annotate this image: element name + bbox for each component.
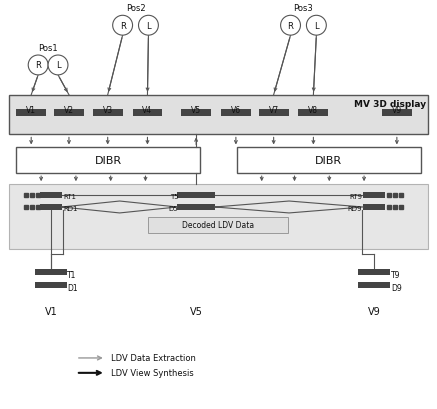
Text: RT9: RT9 <box>349 193 362 200</box>
Bar <box>382 109 412 116</box>
Text: L: L <box>55 61 60 70</box>
Text: RD1: RD1 <box>63 205 77 211</box>
Text: DIBR: DIBR <box>315 156 342 166</box>
Bar <box>237 148 421 174</box>
Text: RT1: RT1 <box>63 193 76 200</box>
Bar <box>358 283 390 289</box>
Bar <box>54 109 84 116</box>
Text: Decoded LDV Data: Decoded LDV Data <box>182 221 254 230</box>
Text: T5: T5 <box>170 193 178 200</box>
Text: V1: V1 <box>26 106 36 115</box>
Circle shape <box>113 16 132 36</box>
Text: T1: T1 <box>67 270 76 279</box>
Text: L: L <box>314 22 319 31</box>
Bar <box>363 204 385 211</box>
Text: L: L <box>146 22 151 31</box>
Bar <box>35 283 67 289</box>
Text: V5: V5 <box>190 307 203 317</box>
Text: V6: V6 <box>231 106 241 115</box>
Circle shape <box>306 16 326 36</box>
Bar <box>9 96 428 135</box>
Text: D5: D5 <box>169 205 178 211</box>
Bar <box>40 204 62 211</box>
Text: V2: V2 <box>64 106 74 115</box>
Bar <box>221 109 251 116</box>
Text: V5: V5 <box>191 106 201 115</box>
Circle shape <box>139 16 158 36</box>
Bar <box>358 269 390 275</box>
Circle shape <box>48 56 68 76</box>
Bar <box>40 193 62 198</box>
Text: D9: D9 <box>391 284 402 293</box>
Bar <box>9 185 428 249</box>
Bar <box>177 193 215 198</box>
Text: R: R <box>35 61 41 70</box>
Text: Pos2: Pos2 <box>126 4 146 13</box>
Text: V9: V9 <box>368 307 380 317</box>
Text: D1: D1 <box>67 284 78 293</box>
Bar <box>16 109 46 116</box>
Bar <box>259 109 288 116</box>
Text: Pos3: Pos3 <box>294 4 313 13</box>
Text: Pos1: Pos1 <box>38 44 58 53</box>
Text: V4: V4 <box>142 106 153 115</box>
Text: LDV Data Extraction: LDV Data Extraction <box>111 354 196 362</box>
Bar <box>93 109 123 116</box>
Text: RD9: RD9 <box>347 205 362 211</box>
Bar <box>149 217 288 233</box>
Text: V8: V8 <box>309 106 319 115</box>
Bar <box>363 193 385 198</box>
Text: V3: V3 <box>103 106 113 115</box>
Text: V9: V9 <box>392 106 402 115</box>
Text: LDV View Synthesis: LDV View Synthesis <box>111 369 194 378</box>
Bar <box>181 109 211 116</box>
Text: R: R <box>120 22 125 31</box>
Bar <box>298 109 328 116</box>
Text: T9: T9 <box>391 270 400 279</box>
Bar <box>177 204 215 211</box>
Bar <box>35 269 67 275</box>
Text: V1: V1 <box>45 307 57 317</box>
Text: MV 3D display: MV 3D display <box>354 99 426 108</box>
Bar <box>16 148 200 174</box>
Text: V7: V7 <box>269 106 279 115</box>
Bar <box>132 109 163 116</box>
Circle shape <box>281 16 301 36</box>
Circle shape <box>28 56 48 76</box>
Text: R: R <box>288 22 294 31</box>
Text: DIBR: DIBR <box>95 156 122 166</box>
